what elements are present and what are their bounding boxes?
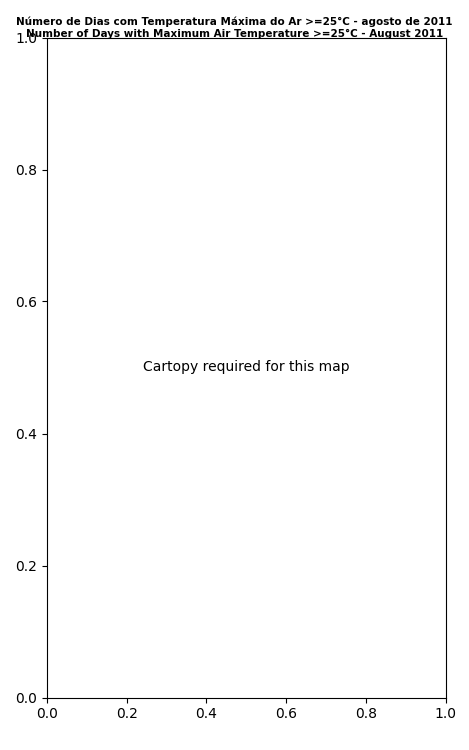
Text: Número de Dias com Temperatura Máxima do Ar >=25°C - agosto de 2011: Número de Dias com Temperatura Máxima do…	[16, 16, 453, 27]
Text: Cartopy required for this map: Cartopy required for this map	[143, 361, 349, 374]
Text: Number of Days with Maximum Air Temperature >=25°C - August 2011: Number of Days with Maximum Air Temperat…	[26, 29, 443, 39]
